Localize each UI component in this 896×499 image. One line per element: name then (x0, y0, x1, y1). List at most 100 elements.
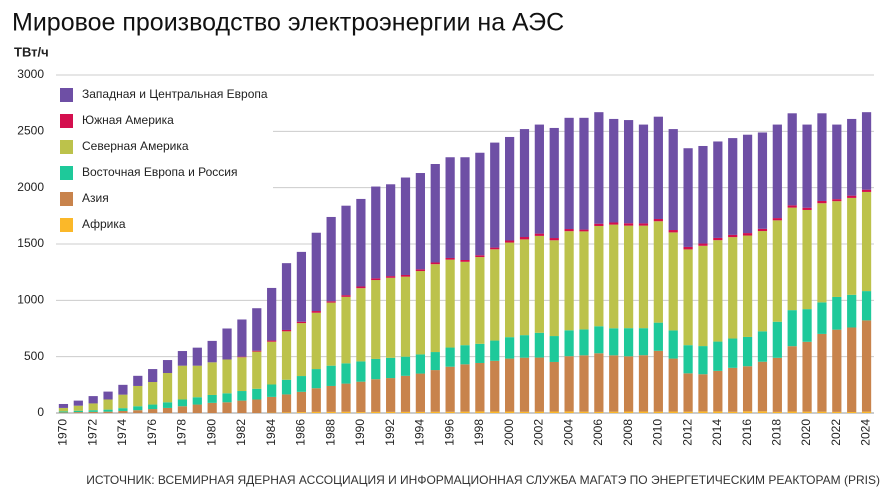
bar-segment (802, 124, 812, 208)
bar-segment (222, 393, 232, 403)
bar-segment (832, 296, 842, 330)
bar-segment (847, 294, 857, 328)
x-tick-label: 1980 (204, 419, 218, 446)
bar-segment (683, 148, 693, 247)
bar-segment (713, 240, 723, 342)
bar-segment (847, 118, 857, 196)
bar-segment (668, 232, 678, 331)
bar-segment (445, 259, 455, 348)
y-tick-label: 2500 (17, 124, 44, 138)
bar-segment (386, 411, 396, 413)
bar-segment (490, 247, 500, 250)
bar-segment (356, 361, 366, 382)
bar-segment (861, 291, 872, 321)
bar-segment (475, 362, 485, 412)
bar-segment (88, 403, 98, 411)
bar-segment (88, 411, 98, 413)
bar-segment (356, 288, 366, 362)
bar-segment (148, 369, 158, 383)
bar-segment (267, 384, 277, 397)
bar-segment (237, 400, 247, 413)
bar-segment (579, 231, 589, 330)
bar-segment (252, 388, 262, 400)
bar-segment (222, 359, 232, 394)
bar-segment (311, 232, 321, 312)
bar-segment (653, 411, 663, 413)
bar-segment (311, 388, 321, 412)
bar-segment (252, 308, 262, 351)
bar-segment (356, 286, 366, 289)
bar-segment (564, 356, 574, 412)
bar-segment (772, 220, 782, 322)
bar-segment (742, 233, 753, 236)
bar-segment (713, 370, 723, 412)
bar-segment (252, 351, 262, 389)
bar-segment (207, 402, 217, 413)
bar-segment (296, 321, 307, 324)
bar-segment (58, 407, 69, 412)
bar-segment (653, 218, 663, 222)
bar-segment (817, 113, 827, 201)
bar-segment (296, 251, 307, 322)
bar-segment (519, 357, 530, 412)
bar-segment (400, 411, 411, 413)
bar-segment (430, 164, 440, 263)
bar-segment (579, 117, 589, 230)
bar-segment (475, 411, 485, 413)
bar-segment (609, 328, 619, 356)
bar-segment (668, 129, 678, 231)
x-tick-label: 2004 (561, 419, 575, 446)
bar-segment (460, 364, 470, 412)
legend-label: Южная Америка (82, 113, 174, 127)
legend-label: Северная Америка (82, 139, 189, 153)
y-tick-label: 1000 (17, 293, 44, 307)
legend-swatch (60, 114, 73, 128)
bar-segment (847, 411, 857, 413)
bar-segment (728, 138, 738, 235)
bar-segment (430, 352, 440, 371)
bar-segment (742, 411, 753, 413)
bar-segment (832, 199, 842, 202)
bar-segment (861, 191, 872, 292)
bar-segment (534, 411, 544, 413)
bar-segment (386, 357, 396, 379)
bar-segment (207, 340, 217, 363)
bar-segment (400, 274, 411, 277)
bar-segment (564, 330, 574, 357)
x-tick-label: 2016 (740, 419, 754, 446)
bar-segment (103, 391, 113, 400)
x-tick-label: 2010 (651, 419, 665, 446)
bar-segment (281, 329, 292, 332)
bar-segment (534, 233, 544, 236)
bar-segment (326, 385, 336, 412)
bar-segment (237, 319, 247, 357)
bar-segment (341, 205, 351, 296)
bar-segment (326, 411, 336, 413)
bar-segment (281, 331, 292, 380)
bar-segment (638, 411, 649, 413)
bar-segment (638, 225, 649, 329)
bar-segment (475, 255, 485, 258)
bar-segment (311, 311, 321, 313)
bar-segment (192, 365, 202, 398)
bar-segment (162, 360, 173, 374)
bar-segment (445, 347, 455, 367)
bar-segment (847, 197, 857, 295)
x-tick-label: 2024 (859, 419, 873, 446)
bar-segment (192, 347, 202, 366)
bar-segment (445, 411, 455, 413)
bar-segment (698, 346, 708, 375)
bar-segment (683, 246, 693, 250)
bar-segment (832, 329, 842, 412)
x-tick-label: 1998 (472, 419, 486, 446)
bar-segment (73, 412, 83, 413)
y-tick-label: 0 (37, 405, 44, 419)
bar-segment (549, 361, 559, 412)
bar-segment (133, 410, 143, 413)
bar-segment (549, 336, 559, 362)
bar-segment (713, 411, 723, 413)
bar-segment (133, 385, 143, 407)
x-tick-label: 2014 (710, 419, 724, 446)
bar-segment (162, 373, 173, 403)
bar-segment (713, 237, 723, 241)
